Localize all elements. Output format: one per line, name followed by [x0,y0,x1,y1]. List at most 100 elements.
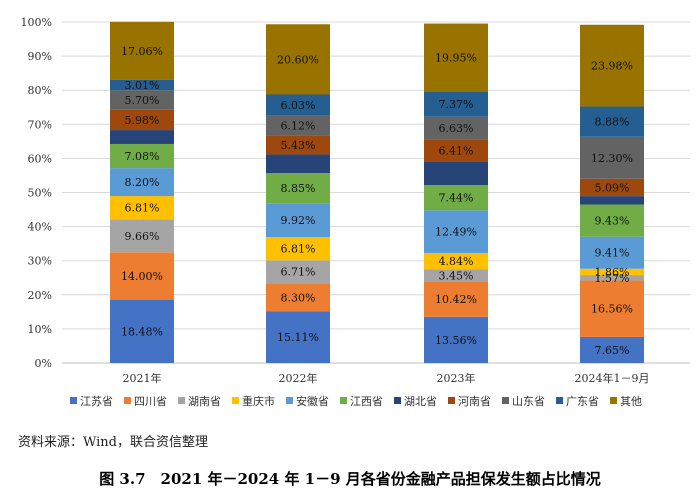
legend-swatch [286,397,293,404]
legend-swatch [124,397,131,404]
legend-label: 江西省 [350,395,383,408]
bar-segment [266,24,330,95]
segment-label: 6.63% [439,122,474,135]
legend-label: 重庆市 [242,394,275,408]
bar-segment [266,237,330,261]
legend-swatch [448,397,455,404]
segment-label: 5.09% [595,181,630,194]
bar-segment [110,21,174,80]
legend-swatch [394,397,401,404]
bar-segments [110,21,644,363]
bar-segment [110,130,174,144]
bar-segment [110,219,174,253]
bar-segment [580,275,644,281]
y-tick-label: 20% [28,289,52,302]
stacked-bar-chart: 0% 10% 20% 30% 40% 50% 60% 70% 80% 90% 100% 18.48%… [21,16,690,408]
bar-segment [424,161,488,185]
legend-swatch [502,397,509,404]
bar-segment [110,252,174,300]
segment-label: 12.30% [591,152,633,165]
y-tick-label: 100% [21,16,52,29]
segment-label: 13.56% [435,334,477,347]
bar-segment [580,106,644,137]
bar-segment [424,116,488,140]
bar-segment [424,281,488,317]
legend-label: 河南省 [458,395,491,408]
y-tick-label: 10% [28,323,52,336]
y-tick-label: 0% [35,357,52,370]
y-tick-label: 60% [28,152,52,165]
bar-segment [110,196,174,220]
segment-label: 9.41% [595,247,630,260]
segment-label: 1.86% [595,266,630,279]
segment-label: 12.49% [435,226,477,239]
segment-label: 9.92% [281,214,316,227]
y-tick-label: 30% [28,255,52,268]
legend-label: 山东省 [512,395,545,408]
bar-segment [110,109,174,131]
legend-label: 四川省 [134,395,167,408]
y-tick-label: 50% [28,187,52,200]
bar-segment [266,311,330,363]
segment-data-labels: 18.48% 14.00% 9.66% 6.81% 8.20% 7.08% 5.98% 5.7… [121,45,633,357]
bar-segment [266,154,330,174]
segment-label: 8.88% [595,116,630,129]
bar-segment [110,299,174,363]
segment-label: 19.95% [435,52,477,65]
segment-label: 6.12% [281,119,316,132]
legend-swatch [232,397,239,404]
legend-swatch [610,397,617,404]
segment-label: 7.08% [125,150,160,163]
bar-segment [110,90,174,110]
segment-label: 6.81% [125,202,160,215]
segment-label: 1.57% [595,272,630,285]
bar-segment [424,252,488,270]
segment-label: 8.85% [281,182,316,195]
y-tick-label: 40% [28,221,52,234]
x-category-label: 2024年1－9月 [575,371,650,385]
bar-segment [266,135,330,155]
bar-segment [580,178,644,197]
segment-label: 9.66% [125,230,160,243]
legend-swatch [178,397,185,404]
segment-label: 5.70% [125,94,160,107]
bar-segment [580,24,644,107]
segment-label: 16.56% [591,303,633,316]
bar-segment [266,173,330,204]
y-axis-tick-labels: 0% 10% 20% 30% 40% 50% 60% 70% 80% 90% 100% [21,16,52,370]
bar-segment [110,79,174,91]
segment-label: 4.84% [439,255,474,268]
legend-label: 安徽省 [296,394,329,408]
bar-segment [266,94,330,116]
segment-label: 7.65% [595,344,630,357]
bar-segment [266,203,330,238]
segment-label: 6.71% [281,266,316,279]
segment-label: 9.43% [595,215,630,228]
legend-swatch [70,397,77,404]
bar-segment [580,336,644,363]
segment-label: 18.48% [121,325,163,338]
segment-label: 7.44% [439,192,474,205]
bar-segment [580,204,644,237]
bar-segment [580,236,644,269]
legend-swatch [340,397,347,404]
bar-segment [580,268,644,276]
segment-label: 17.06% [121,45,163,58]
y-tick-label: 70% [28,118,52,131]
x-axis-category-labels: 2021年 2022年 2023年 2024年1－9月 [123,371,650,385]
segment-label: 3.45% [439,269,474,282]
segment-label: 3.01% [125,79,160,92]
bar-segment [266,283,330,312]
segment-label: 10.42% [435,293,477,306]
segment-label: 7.37% [439,98,474,111]
x-category-label: 2023年 [437,371,476,385]
segment-label: 15.11% [277,331,319,344]
legend: 江苏省 四川省 湖南省 重庆市 安徽省 江西省 湖北省 河南省 山东省 广东省 其他 [70,394,642,408]
legend-label: 广东省 [566,395,599,408]
bar-segment [580,196,644,205]
legend-label: 其他 [620,395,642,408]
segment-label: 8.20% [125,176,160,189]
y-tick-label: 90% [28,50,52,63]
x-category-label: 2021年 [123,371,162,385]
segment-label: 6.81% [281,243,316,256]
